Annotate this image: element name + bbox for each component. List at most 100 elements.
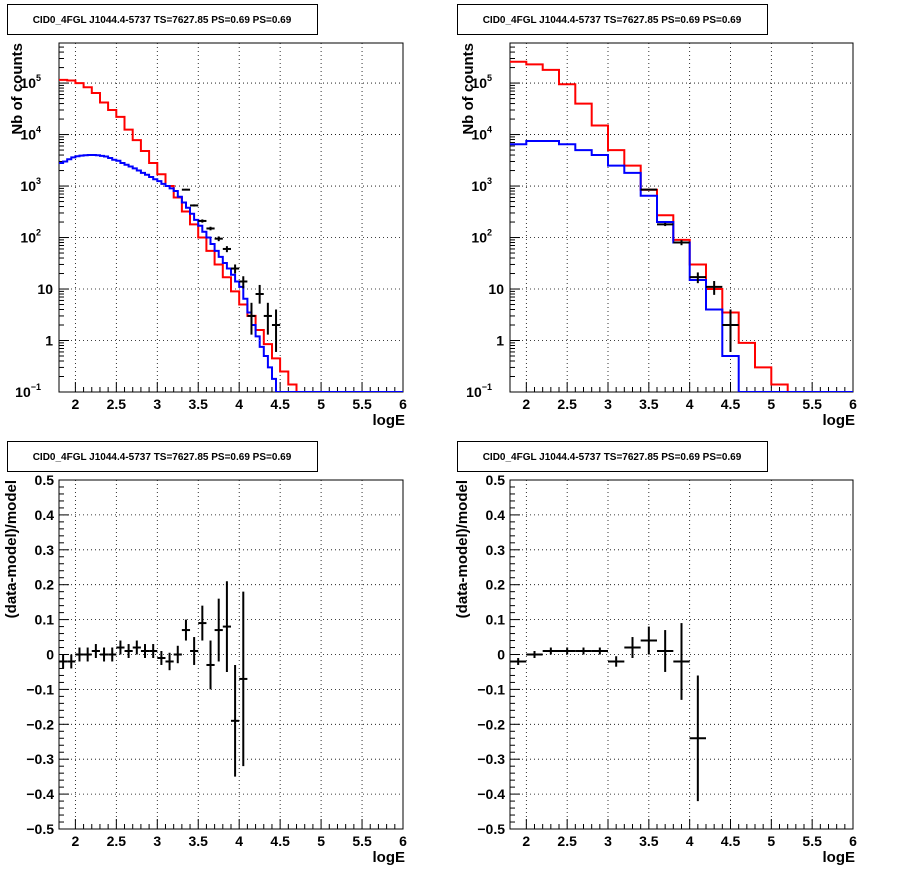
data-point [190,204,199,207]
x-tick-label: 2 [71,833,79,849]
data-point [83,647,92,662]
data-point [559,647,576,655]
data-point [722,309,739,352]
x-tick-label: 6 [399,833,407,849]
data-point [706,281,723,295]
y-tick-label: 1 [496,333,504,349]
x-tick-label: 4 [686,833,694,849]
data-point [640,188,657,191]
data-point [640,626,657,655]
panel-bottom-left: CID0_4FGL J1044.4-5737 TS=7627.85 PS=0.6… [3,441,407,866]
x-tick-label: 5 [767,396,775,412]
data-point [239,591,248,767]
data-point [214,236,223,242]
x-tick-label: 2.5 [107,833,127,849]
x-tick-label: 4 [235,396,243,412]
plot-area [510,623,706,802]
x-tick-label: 5 [317,833,325,849]
y-tick-label: 0 [497,647,505,663]
x-axis-label: logE [373,412,406,429]
data-point [689,272,706,284]
data-point [165,652,174,671]
data-point [575,647,592,655]
y-tick-label: −0.2 [477,716,505,732]
x-tick-label: 5.5 [352,396,372,412]
data-point [116,640,125,655]
y-tick-label: −0.1 [477,681,505,697]
panel-top-left: CID0_4FGL J1044.4-5737 TS=7627.85 PS=0.6… [7,4,407,429]
x-tick-label: 3.5 [639,396,659,412]
y-tick-label: 0.1 [486,612,506,628]
y-tick-label: −0.4 [477,786,505,802]
panel-title: CID0_4FGL J1044.4-5737 TS=7627.85 PS=0.6… [483,15,742,26]
y-tick-label: 1 [45,333,53,349]
series-blue-step [59,154,403,392]
plot-frame [58,42,404,393]
data-point [140,644,150,658]
x-tick-label: 4 [235,833,243,849]
y-tick-label: −0.1 [26,681,54,697]
data-point [91,644,100,658]
title-box [457,441,768,472]
x-ticks [525,819,854,829]
y-tick-label: 102 [20,228,41,246]
y-tick-label: 103 [471,176,492,194]
data-point [181,619,191,641]
data-point [99,647,109,662]
x-tick-label: 5.5 [352,833,372,849]
x-tick-label: 4.5 [270,396,290,412]
y-axis-label: Nb of counts [460,43,477,135]
x-ticks [525,382,854,392]
y-tick-label: 103 [20,176,41,194]
title-box [457,4,768,35]
data-point [231,664,240,777]
y-tick-label: 104 [471,125,492,143]
y-tick-label: −0.5 [26,821,54,837]
y-tick-label: 10 [488,281,504,297]
grid-lines [59,480,403,829]
grid-lines [510,43,853,392]
data-point [124,644,133,658]
data-point [510,657,527,665]
y-axis-label: Nb of counts [9,43,26,135]
x-tick-label: 3 [153,396,161,412]
data-point [173,645,182,664]
y-tick-label: 0.2 [35,577,55,593]
y-tick-label: −0.2 [26,716,54,732]
x-tick-label: 3 [604,833,612,849]
series-red-step [510,60,853,392]
x-tick-label: 5.5 [802,833,822,849]
data-point [206,226,215,231]
data-point [673,623,690,700]
data-point [157,651,166,665]
data-point [222,246,231,253]
data-point [542,647,559,655]
y-tick-label: 10 [37,281,53,297]
data-point [608,656,625,667]
title-box [7,4,318,35]
x-tick-label: 4.5 [721,396,741,412]
data-point [247,302,256,335]
plot-area [59,581,248,777]
x-axis-label: logE [823,412,856,429]
data-point [108,647,117,662]
x-tick-label: 3.5 [189,833,209,849]
x-tick-label: 2.5 [557,833,577,849]
x-tick-label: 6 [849,396,857,412]
y-tick-label: 105 [471,73,492,91]
data-point [673,240,690,246]
y-tick-label: 10−1 [466,382,492,400]
y-tick-label: 0.3 [486,542,506,558]
data-point [222,581,231,672]
x-tick-label: 2 [522,396,530,412]
data-point [75,647,84,662]
data-point [67,654,76,669]
data-point [59,654,68,669]
x-tick-label: 4.5 [721,833,741,849]
x-axis-label: logE [823,849,856,866]
data-point [526,651,543,658]
y-tick-label: −0.5 [477,821,505,837]
data-point [198,219,207,223]
y-tick-label: 0.4 [35,507,55,523]
